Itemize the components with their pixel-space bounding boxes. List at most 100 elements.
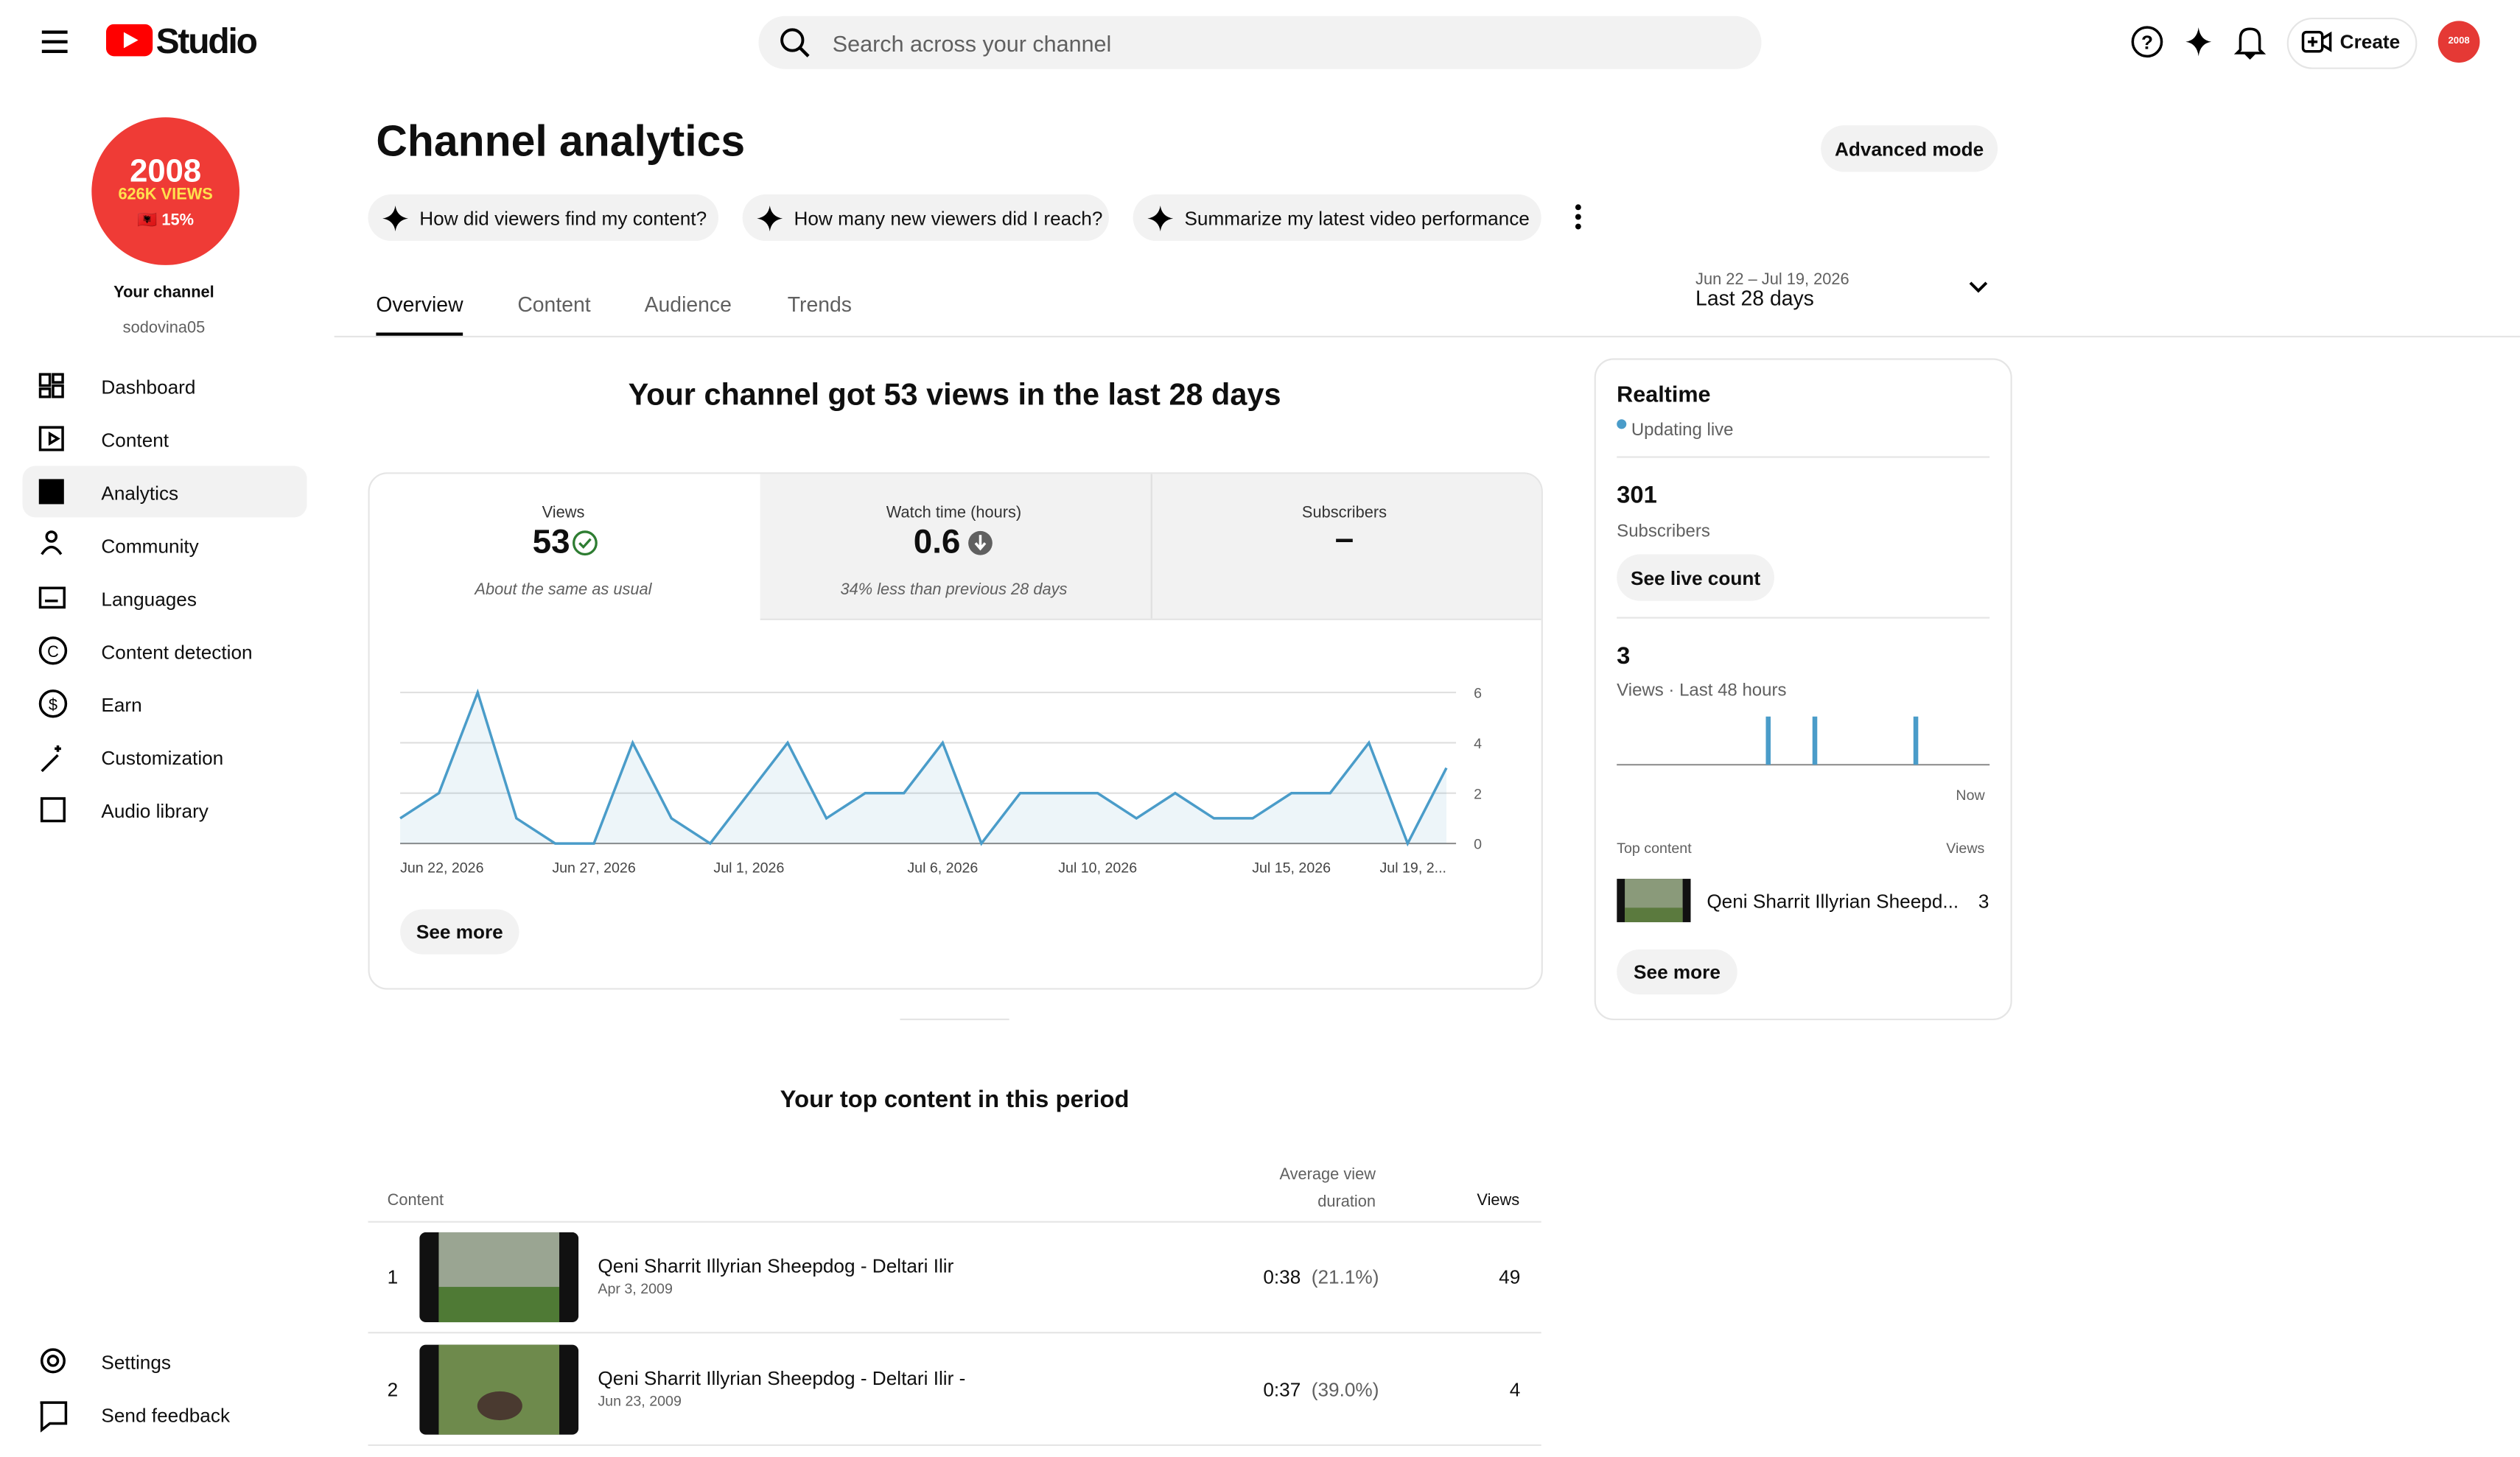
nav-active-bg: [22, 466, 307, 518]
row-duration: 0:38: [1263, 1265, 1301, 1289]
views-label-text: Views · Last 48 hours: [1617, 681, 1787, 701]
nav-item[interactable]: Languages: [101, 588, 197, 611]
realtime-status-text: Updating live: [1631, 421, 1734, 440]
metric-note-text: 34% less than previous 28 days: [840, 581, 1068, 600]
nav-item[interactable]: Dashboard: [101, 376, 196, 399]
y-tick-label: 6: [1474, 686, 1482, 702]
tab[interactable]: Overview: [376, 292, 463, 317]
metric-label[interactable]: Views: [368, 496, 758, 525]
prompt-chip[interactable]: How did viewers find my content?: [368, 194, 718, 242]
live-dot: [1617, 419, 1627, 429]
row-title[interactable]: Qeni Sharrit Illyrian Sheepdog - Deltari…: [598, 1254, 954, 1277]
metric-label-text: Views: [542, 504, 585, 522]
avatar-text: 🇦🇱 15%: [137, 210, 194, 228]
tab[interactable]: Content: [517, 292, 591, 317]
nav-item[interactable]: Settings: [101, 1351, 171, 1374]
search-placeholder[interactable]: Search across your channel: [832, 30, 1112, 57]
logo-icon[interactable]: [105, 24, 154, 58]
metric-value: 53: [532, 524, 570, 561]
nav-item[interactable]: Community: [101, 535, 199, 558]
y-tick-label: 0: [1474, 837, 1482, 853]
see-more-button[interactable]: See more: [1617, 949, 1737, 995]
row-views: 49: [1499, 1265, 1521, 1289]
nav-item[interactable]: Audio library: [101, 800, 209, 823]
subscriber-label-text: Subscribers: [1617, 522, 1710, 542]
svg-text:$: $: [49, 695, 57, 714]
bar: [1812, 716, 1818, 765]
tab-indicator: [376, 332, 463, 336]
tab-divider: [334, 335, 2520, 338]
top-item-title[interactable]: Qeni Sharrit Illyrian Sheepd...: [1707, 890, 1959, 913]
overview-card: [368, 472, 1543, 990]
menu-icon[interactable]: [41, 29, 71, 55]
dropdown-icon[interactable]: [1967, 280, 1990, 296]
avatar-text: 2008: [130, 153, 201, 189]
nav-item[interactable]: Analytics: [101, 482, 179, 505]
nav-item[interactable]: Customization: [101, 747, 224, 770]
thumbnail[interactable]: [1617, 879, 1691, 922]
header-icons[interactable]: ?: [2129, 23, 2274, 61]
create-button[interactable]: [2286, 17, 2418, 69]
subscriber-label: Subscribers: [1617, 516, 1710, 544]
see-more-button[interactable]: See more: [400, 909, 519, 955]
nav-item[interactable]: Content detection: [101, 641, 253, 664]
metric-divider: [1150, 474, 1152, 619]
status-icon: [573, 530, 598, 556]
row-title[interactable]: Qeni Sharrit Illyrian Sheepdog - Deltari…: [598, 1367, 966, 1390]
x-tick-label: Jul 1, 2026: [713, 860, 784, 876]
metric-label[interactable]: Subscribers: [1149, 496, 1539, 525]
bar: [1765, 716, 1771, 765]
prompt-icons: [382, 204, 1581, 232]
top-content-heading: Your top content in this period: [780, 1086, 1130, 1114]
tab[interactable]: Trends: [787, 292, 852, 317]
row-thumbnails[interactable]: [419, 1232, 579, 1435]
see-live-count-button[interactable]: See live count: [1617, 554, 1774, 601]
prompt-chip[interactable]: Summarize my latest video performance: [1133, 194, 1541, 242]
prompt-chip[interactable]: How many new viewers did I reach?: [742, 194, 1109, 242]
svg-text:C: C: [47, 642, 59, 661]
x-tick-label: Jul 15, 2026: [1252, 860, 1331, 876]
row-date: Jun 23, 2009: [598, 1393, 682, 1409]
svg-text:2008: 2008: [2449, 35, 2470, 46]
x-tick-label: Jul 19, 2...: [1380, 860, 1446, 876]
x-tick-label: Jun 27, 2026: [552, 860, 635, 876]
summary-heading: Your channel got 53 views in the last 28…: [628, 379, 1281, 413]
realtime-title: Realtime: [1617, 380, 1711, 407]
x-tick-label: Jul 10, 2026: [1058, 860, 1137, 876]
views-column-label: Views: [1946, 832, 1984, 861]
now-label: Now: [1956, 779, 1984, 808]
logo-text[interactable]: Studio: [155, 21, 258, 61]
column-header: Content: [388, 1184, 444, 1212]
metric-value: –: [1334, 520, 1354, 558]
top-content-label-text: Top content: [1617, 840, 1692, 857]
metric-value: 0.6: [913, 524, 961, 561]
date-range-dates[interactable]: Jun 22 – Jul 19, 2026: [1695, 264, 1849, 292]
divider: [1617, 456, 1990, 458]
views-column-text: Views: [1946, 840, 1985, 857]
nav-item[interactable]: Earn: [101, 694, 142, 717]
column-header: Views: [1477, 1184, 1519, 1212]
metric-label-text: Subscribers: [1301, 504, 1387, 522]
channel-avatar[interactable]: 2008 626K VIEWS 🇦🇱 15%: [90, 116, 241, 267]
account-avatar[interactable]: 2008: [2437, 19, 2482, 64]
advanced-mode-button[interactable]: Advanced mode: [1821, 125, 1998, 172]
views-label: Views · Last 48 hours: [1617, 675, 1786, 703]
line: [399, 688, 1448, 847]
metric-note: 34% less than previous 28 days: [758, 574, 1149, 603]
tab[interactable]: Audience: [644, 292, 732, 317]
svg-text:?: ?: [2141, 32, 2153, 54]
nav-item[interactable]: Send feedback: [101, 1404, 231, 1427]
create-label[interactable]: Create: [2339, 30, 2401, 53]
metric-note: About the same as usual: [368, 574, 758, 603]
search-box[interactable]: [758, 15, 1762, 69]
metric-label-text: Watch time (hours): [886, 504, 1022, 522]
metric-label[interactable]: Watch time (hours): [758, 496, 1149, 525]
row-divider: [368, 1444, 1541, 1446]
avatar-text: 626K VIEWS: [118, 184, 212, 203]
date-range-label[interactable]: Last 28 days: [1695, 286, 1814, 310]
channel-handle: sodovina05: [0, 312, 328, 340]
nav-item[interactable]: Content: [101, 429, 169, 452]
